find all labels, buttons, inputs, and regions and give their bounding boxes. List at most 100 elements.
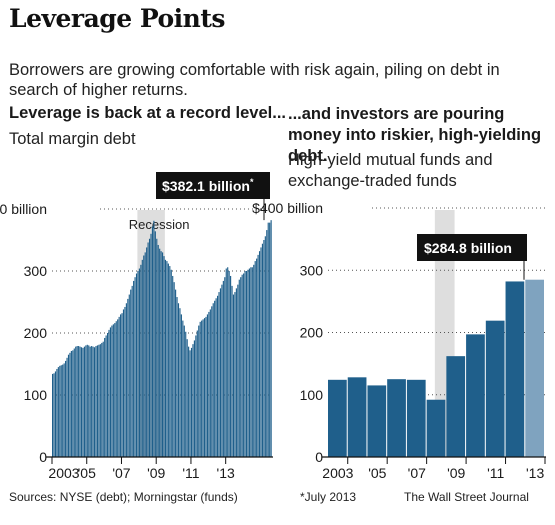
- bar: [170, 269, 172, 457]
- bar: [135, 273, 138, 457]
- bar: [130, 289, 132, 457]
- bar: [247, 269, 249, 457]
- bar: [202, 319, 204, 457]
- bar: [189, 350, 191, 457]
- recession-label: Recession: [129, 217, 190, 232]
- bar: [62, 364, 64, 457]
- x-tick-label: 2003: [48, 465, 79, 481]
- bar: [75, 346, 77, 457]
- callout-label-right: $284.8 billion: [424, 240, 512, 256]
- bar: [525, 279, 544, 457]
- bar: [59, 365, 61, 457]
- bar: [133, 280, 135, 457]
- bar: [66, 357, 68, 457]
- x-tick-label: '11: [487, 465, 504, 481]
- bar: [56, 368, 58, 457]
- callout-box: [156, 172, 270, 199]
- bar: [102, 341, 104, 457]
- page-title: Leverage Points: [9, 4, 225, 33]
- bar: [260, 247, 262, 457]
- bar: [150, 233, 152, 457]
- bar: [219, 288, 222, 457]
- bar: [70, 350, 72, 457]
- bar: [93, 347, 96, 457]
- bar: [137, 271, 139, 457]
- bar: [131, 285, 133, 457]
- bar: [96, 345, 99, 457]
- bar: [89, 346, 91, 457]
- bar: [222, 280, 224, 457]
- bar: [240, 277, 242, 457]
- bar: [63, 363, 65, 457]
- left-panel-subheading: Total margin debt: [9, 130, 136, 148]
- bar: [254, 261, 256, 457]
- bar: [99, 344, 101, 457]
- bar: [426, 399, 446, 457]
- bar: [180, 314, 182, 457]
- bar: [328, 379, 347, 457]
- bar: [163, 256, 165, 457]
- bar: [117, 319, 119, 457]
- bar: [199, 321, 201, 457]
- bar: [162, 252, 164, 457]
- right-panel-subheading: High-yield mutual funds and exchange-tra…: [288, 151, 493, 190]
- y-tick-label: $400 billion: [252, 200, 323, 216]
- bar: [172, 275, 174, 457]
- bar: [446, 356, 466, 457]
- bar: [144, 252, 146, 457]
- bar: [86, 344, 88, 457]
- bar: [147, 242, 149, 457]
- bar: [224, 277, 226, 457]
- bar: [212, 303, 214, 457]
- bar: [206, 314, 209, 457]
- bar: [167, 263, 169, 457]
- bar: [227, 267, 229, 457]
- bar: [203, 318, 206, 457]
- bar: [347, 377, 367, 457]
- bar: [245, 271, 248, 457]
- bar: [122, 309, 125, 457]
- bar: [243, 273, 245, 457]
- bar: [185, 331, 187, 457]
- page-subtitle: Borrowers are growing comfortable with r…: [9, 61, 500, 99]
- bar: [188, 346, 190, 457]
- bar: [214, 300, 216, 457]
- bar: [54, 371, 57, 457]
- y-tick-label: 100: [24, 387, 48, 403]
- bar: [257, 254, 259, 457]
- bar: [91, 346, 93, 457]
- bar: [217, 295, 219, 457]
- bar: [466, 334, 485, 457]
- bar: [114, 323, 116, 457]
- bar: [88, 345, 90, 457]
- bar: [98, 344, 100, 457]
- bar: [258, 251, 261, 457]
- bar: [76, 346, 78, 457]
- bar: [148, 238, 151, 457]
- bar: [138, 268, 140, 457]
- x-tick-label: '13: [526, 465, 544, 481]
- bar: [231, 285, 233, 457]
- x-tick-label: '07: [408, 465, 426, 481]
- bar: [193, 340, 195, 457]
- bar: [248, 268, 250, 457]
- bar: [192, 344, 194, 457]
- bar: [485, 320, 505, 457]
- bar: [115, 321, 117, 457]
- bar: [230, 275, 232, 457]
- bar: [190, 347, 193, 457]
- bar: [128, 294, 130, 457]
- bar: [195, 335, 197, 457]
- bar: [266, 230, 268, 457]
- bar: [73, 348, 75, 457]
- bar: [264, 236, 266, 457]
- bar: [251, 267, 253, 457]
- callout-label: $382.1 billion*: [162, 177, 254, 194]
- bar: [52, 373, 54, 457]
- y-tick-label: $400 billion: [0, 201, 47, 217]
- bar: [253, 264, 255, 457]
- bar: [157, 244, 159, 457]
- bar: [196, 330, 198, 457]
- footnote: *July 2013: [300, 490, 357, 504]
- bar: [154, 231, 156, 457]
